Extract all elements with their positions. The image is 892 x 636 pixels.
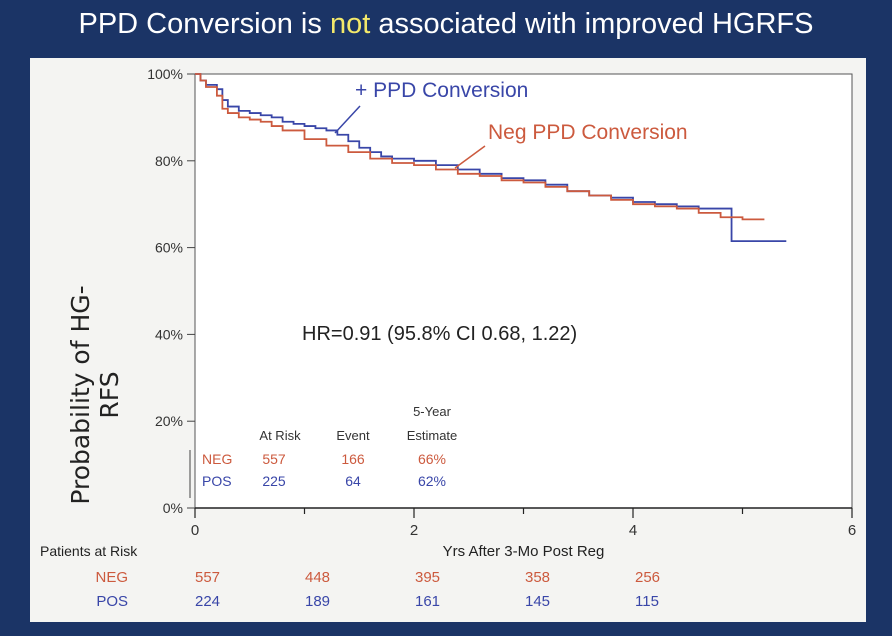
hazard-ratio-text: HR=0.91 (95.8% CI 0.68, 1.22) bbox=[302, 323, 577, 345]
y-tick-label: 20% bbox=[155, 413, 183, 429]
inset-row-label: POS bbox=[202, 473, 232, 489]
neg-label-pointer bbox=[454, 145, 486, 169]
risk-cell: 161 bbox=[415, 593, 440, 610]
risk-cell: 557 bbox=[195, 569, 220, 586]
risk-table-title: Patients at Risk bbox=[40, 543, 138, 559]
inset-header-event: Event bbox=[336, 428, 370, 443]
risk-row-label: POS bbox=[96, 593, 128, 610]
title-part2: associated with improved HGRFS bbox=[370, 8, 814, 40]
title-part1: PPD Conversion is bbox=[78, 8, 330, 40]
title-highlight: not bbox=[329, 8, 371, 40]
inset-estimate: 66% bbox=[418, 451, 446, 467]
risk-cell: 115 bbox=[635, 593, 659, 610]
x-tick-label: 2 bbox=[410, 522, 418, 539]
y-tick-label: 0% bbox=[163, 500, 183, 516]
x-tick-label: 4 bbox=[629, 522, 637, 539]
y-tick-label: 60% bbox=[155, 240, 183, 256]
inset-header-estimate: Estimate bbox=[407, 428, 458, 443]
y-tick-label: 40% bbox=[155, 326, 183, 342]
inset-row-label: NEG bbox=[202, 451, 232, 467]
x-axis-title: Yrs After 3-Mo Post Reg bbox=[443, 543, 605, 560]
plot-area bbox=[194, 73, 853, 509]
pos-curve bbox=[195, 73, 787, 242]
inset-event: 64 bbox=[345, 473, 361, 489]
risk-cell: 448 bbox=[305, 569, 330, 586]
pos-label-pointer bbox=[334, 105, 361, 134]
chart-panel: Probability of HG-RFS 0% 20% 40% 60% 80% 100%… bbox=[30, 58, 866, 622]
x-tick-label: 0 bbox=[191, 522, 199, 539]
y-tick-label: 100% bbox=[147, 66, 183, 82]
risk-row-label: NEG bbox=[95, 569, 128, 586]
risk-cell: 256 bbox=[635, 569, 660, 586]
inset-header-5yr: 5-Year bbox=[413, 404, 451, 419]
x-tick-label: 6 bbox=[848, 522, 856, 539]
inset-at-risk: 225 bbox=[262, 473, 286, 489]
inset-estimate: 62% bbox=[418, 473, 446, 489]
neg-curve-label: Neg PPD Conversion bbox=[488, 121, 688, 144]
y-tick-label: 80% bbox=[155, 153, 183, 169]
inset-header-at-risk: At Risk bbox=[259, 428, 301, 443]
risk-cell: 189 bbox=[305, 593, 330, 610]
risk-cell: 224 bbox=[195, 593, 220, 610]
slide-title: PPD Conversion is not associated with im… bbox=[0, 8, 892, 41]
inset-at-risk: 557 bbox=[262, 451, 286, 467]
neg-curve bbox=[195, 73, 765, 221]
risk-cell: 358 bbox=[525, 569, 550, 586]
km-chart: 0% 20% 40% 60% 80% 100% 0 2 4 6 Yrs After 3-Mo Pos… bbox=[40, 66, 856, 610]
risk-cell: 145 bbox=[525, 593, 550, 610]
risk-cell: 395 bbox=[415, 569, 440, 586]
pos-curve-label: + PPD Conversion bbox=[355, 79, 528, 102]
inset-event: 166 bbox=[341, 451, 365, 467]
